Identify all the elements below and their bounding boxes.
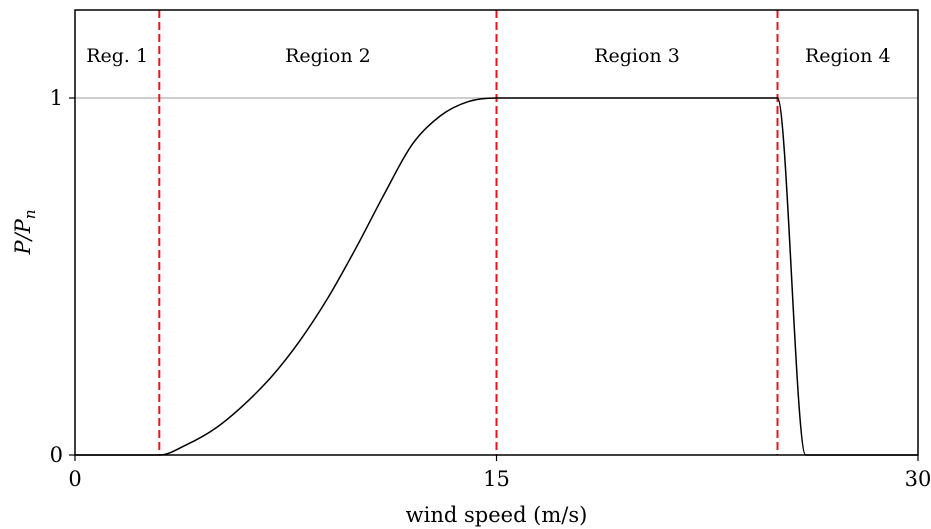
y-tick-label: 1 [50,86,63,110]
region-label: Region 4 [805,45,891,67]
region-boundaries [158,10,779,455]
axis-ticks: 0 15 30 0 1 [50,86,931,491]
region-labels: Reg. 1 Region 2 Region 3 Region 4 [86,45,890,67]
x-axis-label: wind speed (m/s) [406,503,588,527]
y-axis-label: P/Pn [11,209,39,255]
y-tick-label: 0 [50,443,63,467]
y-axis-label-subscript: n [21,209,39,219]
power-curve-series [74,97,918,456]
y-axis-label-main: P/P [11,218,35,255]
x-tick-label: 30 [905,467,931,491]
x-tick-label: 15 [483,467,510,491]
region-label: Region 2 [285,45,371,67]
x-tick-label: 0 [68,467,81,491]
region-label: Region 3 [594,45,680,67]
region-label: Reg. 1 [86,45,148,67]
